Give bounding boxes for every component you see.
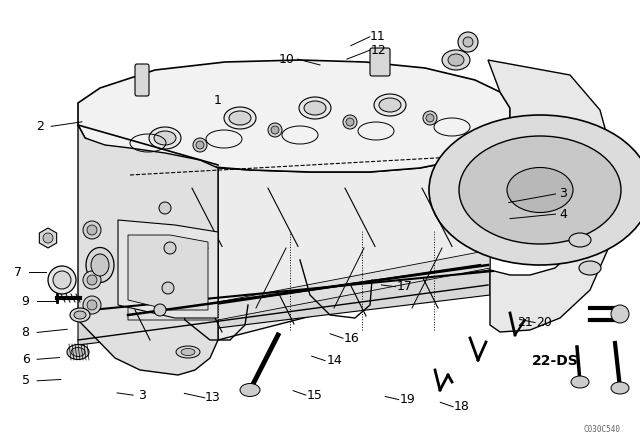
Polygon shape — [78, 270, 490, 345]
Ellipse shape — [86, 247, 114, 283]
Ellipse shape — [448, 54, 464, 66]
Ellipse shape — [91, 254, 109, 276]
Ellipse shape — [299, 97, 331, 119]
Text: 18: 18 — [454, 400, 470, 414]
Ellipse shape — [154, 131, 176, 145]
Circle shape — [423, 111, 437, 125]
Circle shape — [346, 118, 354, 126]
Ellipse shape — [507, 168, 573, 212]
Ellipse shape — [304, 101, 326, 115]
Circle shape — [48, 266, 76, 294]
Text: 7: 7 — [14, 266, 22, 279]
Ellipse shape — [611, 305, 629, 323]
Ellipse shape — [224, 107, 256, 129]
Ellipse shape — [176, 346, 200, 358]
Circle shape — [164, 242, 176, 254]
Polygon shape — [128, 250, 490, 320]
Polygon shape — [78, 125, 218, 375]
Circle shape — [154, 304, 166, 316]
Ellipse shape — [374, 94, 406, 116]
Text: 17: 17 — [397, 280, 412, 293]
Ellipse shape — [429, 115, 640, 265]
Text: 10: 10 — [279, 52, 294, 66]
Text: 1: 1 — [214, 94, 221, 108]
Circle shape — [271, 126, 279, 134]
Text: 16: 16 — [344, 332, 360, 345]
Ellipse shape — [181, 349, 195, 356]
Circle shape — [83, 271, 101, 289]
Ellipse shape — [442, 50, 470, 70]
Polygon shape — [128, 235, 208, 310]
Circle shape — [43, 233, 53, 243]
Ellipse shape — [579, 261, 601, 275]
Text: 21: 21 — [517, 316, 532, 329]
Ellipse shape — [611, 382, 629, 394]
Ellipse shape — [149, 127, 181, 149]
Circle shape — [83, 296, 101, 314]
Circle shape — [463, 37, 473, 47]
Polygon shape — [78, 60, 510, 172]
Text: 2: 2 — [36, 120, 44, 133]
Text: 15: 15 — [307, 388, 323, 402]
Ellipse shape — [459, 136, 621, 244]
Text: 22-DS: 22-DS — [532, 353, 579, 368]
Circle shape — [426, 114, 434, 122]
Circle shape — [87, 225, 97, 235]
Circle shape — [87, 300, 97, 310]
Ellipse shape — [569, 233, 591, 247]
Text: 19: 19 — [400, 393, 415, 406]
Polygon shape — [118, 220, 218, 318]
Text: 14: 14 — [326, 354, 342, 367]
Text: C030C540: C030C540 — [584, 425, 621, 434]
Circle shape — [87, 275, 97, 285]
Circle shape — [343, 115, 357, 129]
Circle shape — [162, 282, 174, 294]
Circle shape — [53, 271, 71, 289]
Ellipse shape — [67, 345, 89, 359]
Text: 20: 20 — [536, 316, 552, 329]
Text: 13: 13 — [205, 391, 220, 405]
Text: 6: 6 — [22, 353, 29, 366]
Ellipse shape — [70, 308, 90, 322]
Circle shape — [196, 141, 204, 149]
Circle shape — [83, 221, 101, 239]
Text: 9: 9 — [22, 294, 29, 308]
Text: 3: 3 — [138, 388, 146, 402]
Text: 12: 12 — [371, 43, 387, 57]
Ellipse shape — [71, 348, 85, 357]
FancyBboxPatch shape — [370, 48, 390, 76]
Text: 3: 3 — [559, 187, 567, 201]
Circle shape — [458, 32, 478, 52]
Text: 5: 5 — [22, 374, 29, 388]
Circle shape — [268, 123, 282, 137]
Circle shape — [159, 202, 171, 214]
Polygon shape — [488, 60, 615, 332]
Ellipse shape — [379, 98, 401, 112]
Text: 11: 11 — [370, 30, 385, 43]
Polygon shape — [218, 148, 490, 340]
Ellipse shape — [240, 383, 260, 396]
Ellipse shape — [571, 376, 589, 388]
Text: 4: 4 — [559, 207, 567, 221]
Ellipse shape — [229, 111, 251, 125]
Circle shape — [193, 138, 207, 152]
Text: 8: 8 — [22, 326, 29, 339]
FancyBboxPatch shape — [135, 64, 149, 96]
Ellipse shape — [74, 311, 86, 319]
